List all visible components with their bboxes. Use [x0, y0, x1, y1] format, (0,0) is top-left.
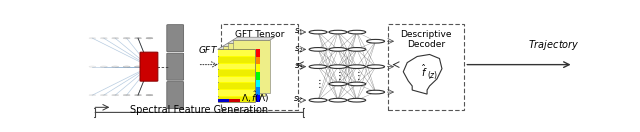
Polygon shape — [232, 40, 269, 93]
Text: $GFT$: $GFT$ — [198, 44, 218, 55]
FancyBboxPatch shape — [167, 25, 184, 52]
Circle shape — [123, 94, 130, 96]
Polygon shape — [218, 99, 229, 102]
Text: $\hat{f}$: $\hat{f}$ — [421, 63, 428, 79]
Text: $\vdots$: $\vdots$ — [334, 69, 342, 82]
Polygon shape — [257, 87, 260, 95]
Polygon shape — [223, 46, 260, 99]
Circle shape — [309, 65, 327, 69]
Text: Spectral Feature Generation: Spectral Feature Generation — [130, 105, 268, 116]
Circle shape — [100, 94, 108, 96]
Circle shape — [146, 66, 153, 67]
Polygon shape — [232, 37, 275, 40]
Circle shape — [329, 98, 347, 102]
Polygon shape — [218, 83, 255, 89]
Polygon shape — [218, 49, 255, 102]
Text: $\mathit{Trajectory}$: $\mathit{Trajectory}$ — [528, 38, 579, 52]
Polygon shape — [218, 57, 255, 63]
Circle shape — [309, 98, 327, 102]
Polygon shape — [228, 43, 265, 96]
Circle shape — [348, 82, 365, 86]
Polygon shape — [218, 70, 255, 76]
Circle shape — [89, 66, 96, 67]
Circle shape — [146, 37, 153, 39]
Polygon shape — [257, 95, 260, 102]
Circle shape — [348, 30, 365, 34]
Circle shape — [309, 30, 327, 34]
Circle shape — [134, 94, 141, 96]
Circle shape — [112, 94, 118, 96]
Circle shape — [89, 37, 96, 39]
Polygon shape — [218, 64, 255, 69]
Circle shape — [367, 39, 385, 43]
Circle shape — [146, 94, 153, 96]
Text: GFT Tensor: GFT Tensor — [235, 30, 285, 39]
Circle shape — [112, 37, 118, 39]
Circle shape — [367, 65, 385, 69]
Circle shape — [348, 65, 365, 69]
Polygon shape — [257, 57, 260, 64]
Polygon shape — [257, 72, 260, 80]
Circle shape — [134, 37, 141, 39]
Text: $s_Z$: $s_Z$ — [292, 95, 303, 105]
Circle shape — [329, 30, 347, 34]
Circle shape — [348, 98, 365, 102]
Circle shape — [309, 48, 327, 51]
Polygon shape — [228, 40, 269, 43]
Circle shape — [112, 66, 118, 67]
Circle shape — [123, 66, 130, 67]
Circle shape — [367, 90, 385, 94]
Polygon shape — [218, 46, 260, 49]
Text: $s_1$: $s_1$ — [294, 27, 303, 37]
Circle shape — [329, 82, 347, 86]
Circle shape — [348, 48, 365, 51]
Polygon shape — [257, 49, 260, 57]
Text: $\Lambda, \hat{f}(\Lambda)$: $\Lambda, \hat{f}(\Lambda)$ — [241, 90, 269, 105]
Text: $(z)$: $(z)$ — [428, 69, 438, 81]
Circle shape — [89, 94, 96, 96]
FancyBboxPatch shape — [140, 52, 158, 81]
FancyBboxPatch shape — [167, 82, 184, 109]
Circle shape — [123, 37, 130, 39]
Circle shape — [100, 66, 108, 67]
FancyBboxPatch shape — [167, 53, 184, 80]
Text: $s_3$: $s_3$ — [294, 61, 303, 72]
Text: $\vdots$: $\vdots$ — [353, 69, 360, 82]
Polygon shape — [218, 97, 255, 102]
Polygon shape — [218, 50, 255, 56]
Polygon shape — [257, 64, 260, 72]
Text: Descriptive
Decoder: Descriptive Decoder — [400, 30, 452, 50]
Circle shape — [100, 37, 108, 39]
Text: $\vdots$: $\vdots$ — [314, 77, 322, 90]
Polygon shape — [223, 43, 265, 46]
Polygon shape — [229, 99, 240, 102]
Polygon shape — [218, 77, 255, 82]
Text: $s_2$: $s_2$ — [294, 44, 303, 55]
Circle shape — [134, 66, 141, 67]
Polygon shape — [218, 90, 255, 96]
Polygon shape — [257, 80, 260, 87]
Circle shape — [329, 48, 347, 51]
Circle shape — [329, 65, 347, 69]
